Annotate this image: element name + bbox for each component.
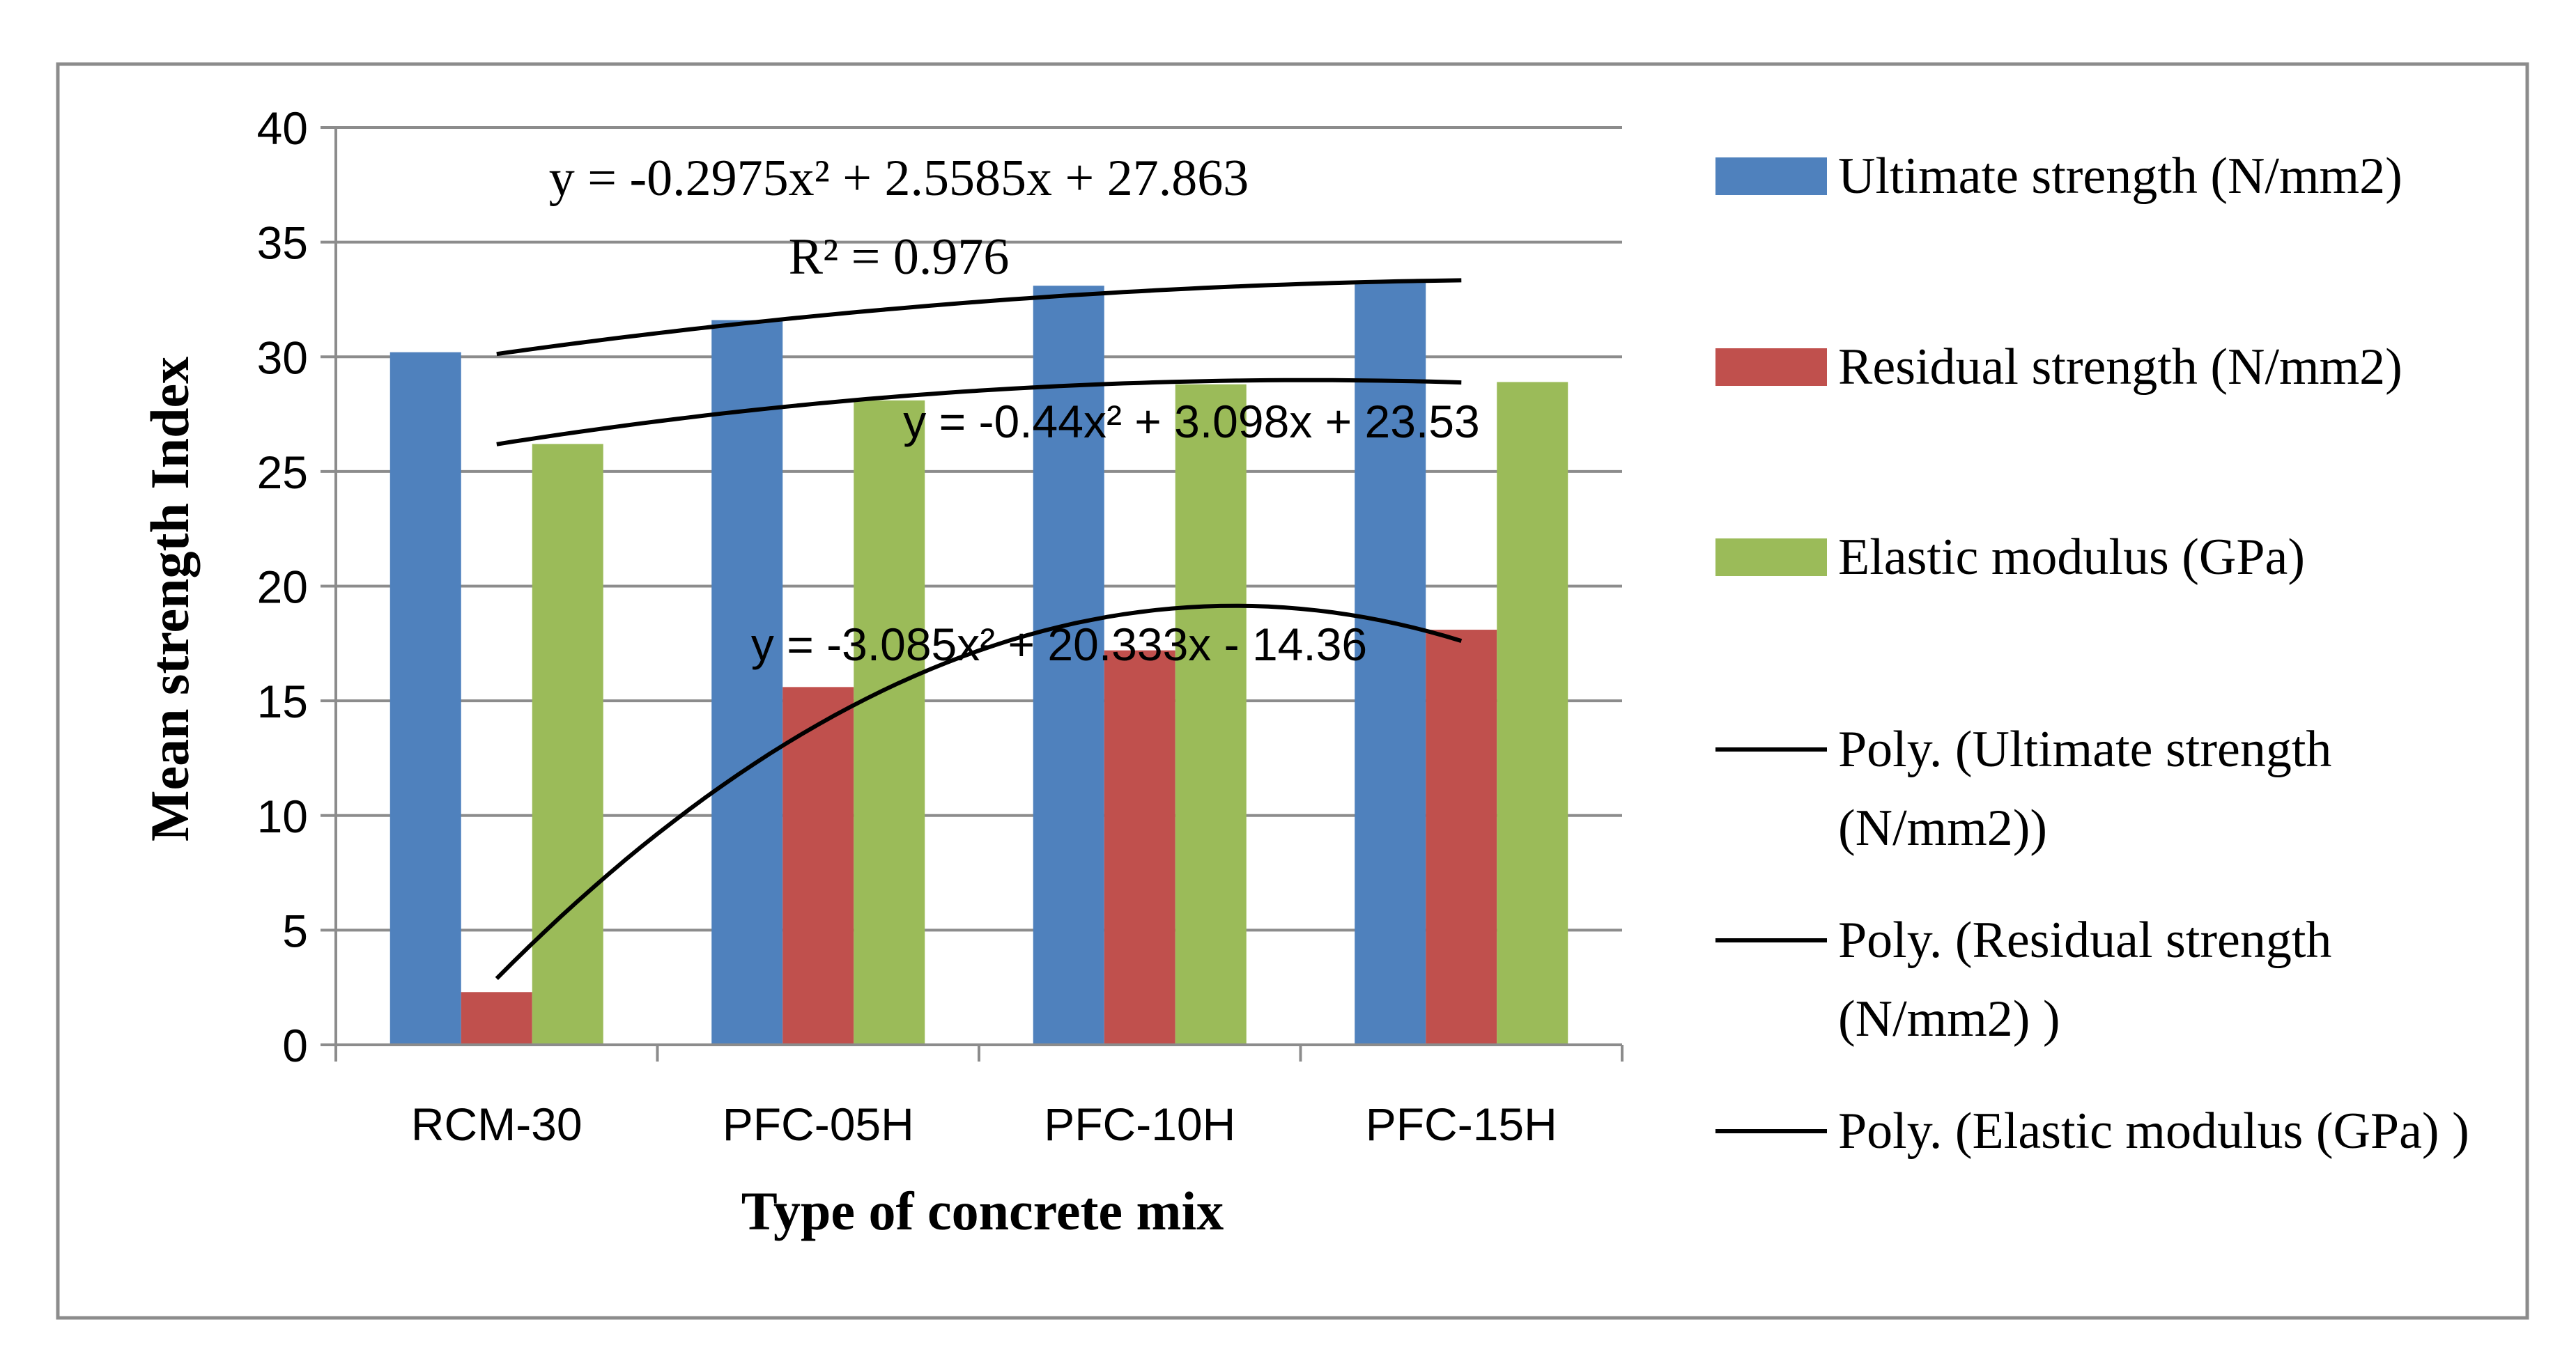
trendlines [495, 278, 1463, 981]
bar-ultimate-pfc-05h [711, 320, 783, 1045]
bar-elastic-pfc-05h [854, 400, 925, 1045]
legend-elastic: Elastic modulus (GPa) [1715, 529, 2305, 586]
y-tick-label: 20 [257, 561, 308, 613]
trendline-elastic [496, 378, 1462, 446]
legend-poly-elastic: Poly. (Elastic modulus (GPa) ) [1715, 1103, 2469, 1160]
y-tick-label: 15 [257, 676, 308, 727]
y-tick-label: 35 [257, 217, 308, 269]
legend-residual-label: Residual strength (N/mm2) [1838, 339, 2403, 396]
y-tick-label: 40 [257, 102, 308, 154]
trendline-residual [495, 603, 1463, 981]
bar-ultimate-pfc-10h [1033, 286, 1104, 1045]
legend-ultimate-swatch [1715, 157, 1827, 195]
x-tick-label: RCM-30 [411, 1098, 583, 1150]
bar-residual-pfc-10h [1104, 650, 1175, 1045]
y-tick-label: 5 [282, 905, 308, 956]
y-tick-label: 25 [257, 446, 308, 498]
chart-border [56, 62, 2529, 1320]
x-tick-label: PFC-10H [1044, 1098, 1235, 1150]
legend-poly-ultimate-label: Poly. (Ultimate strength (N/mm2)) [1838, 721, 2331, 857]
legend-residual-swatch [1715, 348, 1827, 386]
trendline-ultimate [496, 278, 1462, 357]
legend-poly-ultimate: Poly. (Ultimate strength (N/mm2)) [1715, 721, 2331, 857]
legend-ultimate-label: Ultimate strength (N/mm2) [1838, 148, 2403, 205]
bar-elastic-pfc-15h [1497, 382, 1568, 1045]
axes: 0 5 10 15 20 25 30 35 40 RCM-30 PFC-05H PFC-10H PFC-… [257, 102, 1624, 1150]
equation-elastic: y = -0.44x² + 3.098x + 23.53 [903, 396, 1479, 447]
y-tick-label: 30 [257, 332, 308, 383]
r-squared-ultimate: R² = 0.976 [789, 228, 1010, 286]
legend: Ultimate strength (N/mm2) Residual streng… [1715, 148, 2469, 1160]
legend-poly-elastic-label: Poly. (Elastic modulus (GPa) ) [1838, 1103, 2469, 1160]
x-tick-label: PFC-15H [1366, 1098, 1557, 1150]
legend-poly-residual: Poly. (Residual strength (N/mm2) ) [1715, 912, 2331, 1048]
legend-elastic-label: Elastic modulus (GPa) [1838, 529, 2305, 586]
y-axis-title: Mean strength Index [139, 357, 200, 841]
x-axis-title: Type of concrete mix [741, 1181, 1224, 1241]
legend-ultimate: Ultimate strength (N/mm2) [1715, 148, 2403, 205]
legend-residual: Residual strength (N/mm2) [1715, 339, 2403, 396]
legend-elastic-swatch [1715, 538, 1827, 576]
bar-elastic-pfc-10h [1175, 384, 1247, 1045]
equation-residual: y = -3.085x² + 20.333x - 14.36 [751, 619, 1367, 670]
y-tick-label: 0 [282, 1020, 308, 1071]
equation-ultimate: y = -0.2975x² + 2.5585x + 27.863 [549, 150, 1249, 207]
x-tick-label: PFC-05H [723, 1098, 914, 1150]
bar-residual-pfc-05h [782, 687, 854, 1045]
bar-ultimate-pfc-15h [1355, 281, 1426, 1045]
y-tick-label: 10 [257, 791, 308, 842]
bar-elastic-rcm-30 [532, 444, 603, 1045]
bar-residual-pfc-15h [1426, 630, 1497, 1045]
legend-poly-residual-label: Poly. (Residual strength (N/mm2) ) [1838, 912, 2331, 1048]
bar-residual-rcm-30 [461, 992, 532, 1045]
bar-ultimate-rcm-30 [390, 352, 461, 1045]
bars [390, 281, 1568, 1045]
